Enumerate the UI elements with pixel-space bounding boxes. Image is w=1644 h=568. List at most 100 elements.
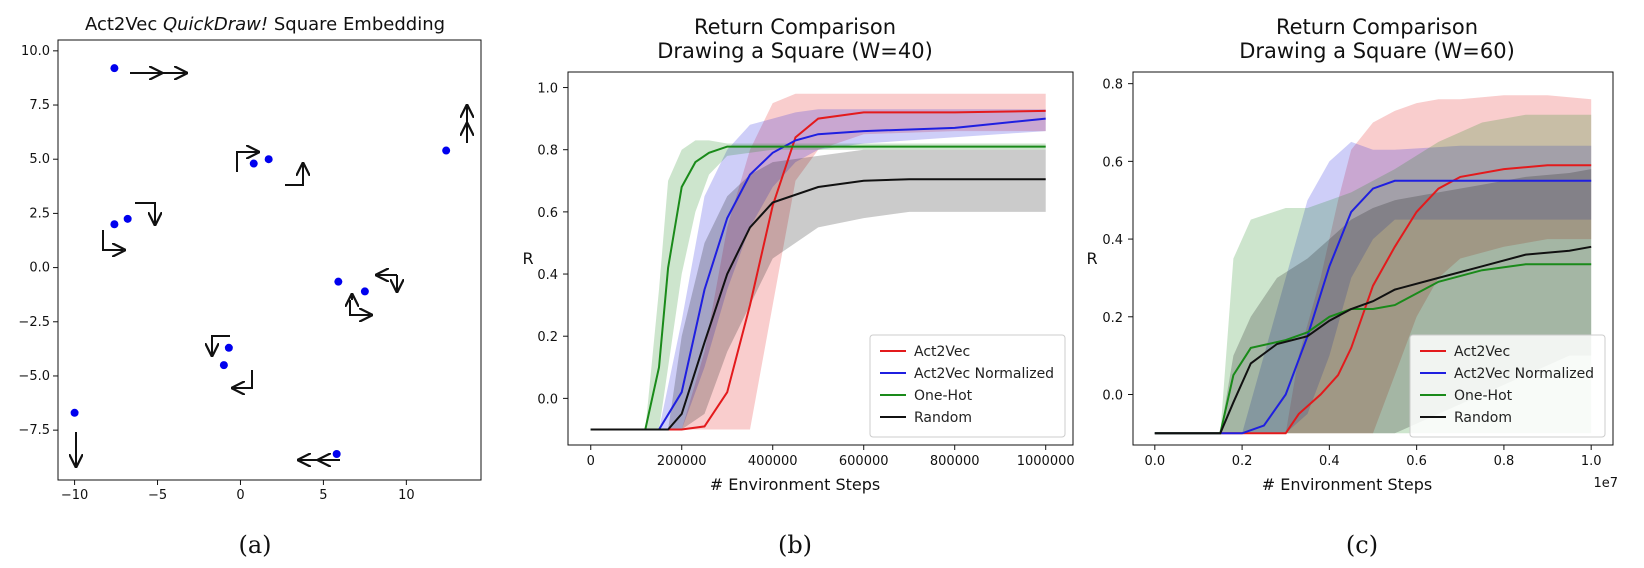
plot-area: 0 200000 400000 600000 800000 1000000 0.0 0.2 0.… [537,71,1075,469]
panel-a-xtick-label: 5 [319,488,327,503]
action-glyphs [76,73,467,465]
panel-c-subtitle: Drawing a Square (W=60) [1239,39,1515,63]
series-line [590,145,1046,431]
legend-label: Act2Vec Normalized [1454,366,1594,382]
panel-a-ytick-label: 7.5 [29,98,50,113]
ytick-label: 0.6 [1102,155,1123,170]
scatter-point [219,361,228,370]
ytick-label: 0.6 [537,206,558,221]
series-line [1154,179,1592,435]
axes-frame [1132,71,1614,446]
arrow-icon [349,300,370,315]
panel-a-ytick-label: 10.0 [21,44,50,59]
ytick-label: 0.2 [537,330,558,345]
panel-a-scatter: Act2Vec QuickDraw! Square Embedding −10 −… [18,14,482,559]
series-line [590,109,1046,431]
arrow-icon [285,165,303,186]
xtick-label: 0.2 [1232,454,1253,469]
panel-c-title: Return Comparison [1276,15,1478,39]
scatter-point [360,287,369,296]
ytick-label: 0.0 [1102,388,1123,403]
panel-a-xtick-label: −10 [61,488,88,503]
series-line [1154,245,1592,435]
plot-area: 0.0 0.2 0.4 0.6 0.8 1.0 0.0 0.2 0.4 0.6 0.8 Act2Vec… [1102,71,1614,469]
series-line [1154,263,1592,435]
scatter-point [110,64,119,73]
scatter-point [224,343,233,352]
confidence-band [590,109,1046,430]
panel-c-line-chart: Return Comparison Drawing a Square (W=60… [1086,15,1618,559]
xtick-label: 1.0 [1581,454,1602,469]
xtick-label: 600000 [839,454,889,469]
legend-box [1409,334,1606,438]
scatter-point [70,408,79,417]
xtick-label: 0.4 [1319,454,1340,469]
ytick-label: 0.8 [537,144,558,159]
legend: Act2Vec Act2Vec Normalized One-Hot Random [869,334,1066,438]
panel-c-caption: (c) [1346,531,1378,559]
xtick-label: 0 [587,454,595,469]
confidence-band [590,93,1046,430]
xtick-label: 0.0 [1144,454,1165,469]
panel-a-xtick-label: 0 [236,488,244,503]
scatter-point [264,155,273,164]
arrow-icon [102,230,123,250]
legend-label: Random [1454,410,1512,426]
legend-label: Act2Vec [1454,344,1510,360]
panel-c-xlabel: # Environment Steps [1262,475,1433,494]
ytick-label: 0.8 [1102,78,1123,93]
xtick-label: 0.6 [1406,454,1427,469]
arrow-icon [135,202,155,223]
scatter-point [249,159,258,168]
panel-a-ytick-label: −5.0 [18,369,50,384]
panel-a-xtick-label: −5 [148,488,167,503]
scatter-point [332,449,341,458]
series-line [590,178,1046,431]
xtick-label: 400000 [748,454,798,469]
arrow-icon [234,370,253,388]
panel-b-caption: (b) [778,531,812,559]
legend-label: Act2Vec [914,344,970,360]
legend-label: One-Hot [914,388,973,404]
series-line [590,117,1046,431]
xtick-label: 0.8 [1494,454,1515,469]
legend-label: Act2Vec Normalized [914,366,1054,382]
panel-a-axes-frame [57,39,482,481]
scatter-point [442,146,451,155]
arrow-icon [212,335,230,354]
panel-a-ytick-label: 0.0 [29,261,50,276]
panel-a-ytick-label: −2.5 [18,315,50,330]
xtick-label: 1000000 [1017,454,1075,469]
legend: Act2Vec Act2Vec Normalized One-Hot Random [1409,334,1606,438]
scatter-point [123,214,132,223]
ytick-label: 1.0 [537,82,558,97]
series-line [1154,164,1592,435]
confidence-band [590,149,1046,430]
scatter-point [110,220,119,229]
panel-b-xlabel: # Environment Steps [710,475,881,494]
panel-a-ytick-label: −7.5 [18,423,50,438]
panel-b-title: Return Comparison [694,15,896,39]
xtick-label: 800000 [930,454,980,469]
panel-a-title: Act2Vec QuickDraw! Square Embedding [85,14,445,35]
arrow-icon [236,152,257,172]
scatter-point [334,277,343,286]
ytick-label: 0.4 [537,268,558,283]
ytick-label: 0.2 [1102,311,1123,326]
panel-a-ytick-label: 5.0 [29,152,50,167]
confidence-band [1154,141,1592,434]
axes-frame [567,71,1074,446]
panel-c-x-offset: 1e7 [1593,476,1618,491]
panel-b-ylabel: R [522,249,533,268]
panel-a-xtick-label: 10 [398,488,415,503]
legend-box [869,334,1066,438]
ytick-label: 0.0 [537,392,558,407]
xtick-label: 200000 [657,454,707,469]
panel-c-ylabel: R [1086,249,1097,268]
panel-a-ytick-label: 2.5 [29,206,50,221]
panel-a-caption: (a) [238,531,271,559]
legend-label: One-Hot [1454,388,1513,404]
ytick-label: 0.4 [1102,233,1123,248]
panel-b-subtitle: Drawing a Square (W=40) [657,39,933,63]
